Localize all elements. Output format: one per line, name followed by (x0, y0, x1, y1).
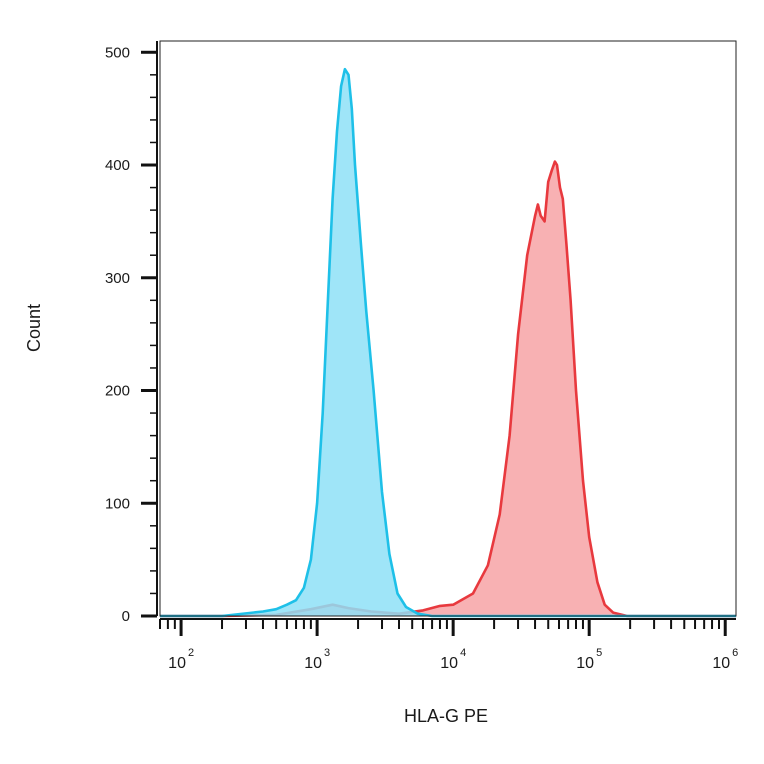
x-tick-label: 10 (168, 655, 186, 672)
x-tick-exponent: 6 (732, 647, 738, 659)
x-tick-exponent: 4 (460, 647, 466, 659)
series-1-line (160, 67, 736, 618)
x-tick-label: 10 (712, 655, 730, 672)
y-tick-label: 500 (105, 44, 130, 61)
x-tick-exponent: 5 (596, 647, 602, 659)
plot-frame (159, 40, 737, 617)
x-tick-label: 10 (576, 655, 594, 672)
y-tick-label: 100 (105, 495, 130, 512)
series-1-area (160, 69, 736, 616)
series-layer (160, 67, 736, 618)
y-tick-label: 0 (122, 608, 130, 625)
y-axis-label: Count (24, 304, 44, 352)
y-tick-label: 400 (105, 157, 130, 174)
x-tick-label: 10 (440, 655, 458, 672)
x-tick-exponent: 3 (324, 647, 330, 659)
x-tick-label: 10 (304, 655, 322, 672)
y-tick-label: 200 (105, 383, 130, 400)
series-0-line (160, 160, 736, 618)
x-tick-exponent: 2 (188, 647, 194, 659)
y-tick-label: 300 (105, 270, 130, 287)
series-0-area (160, 161, 736, 616)
x-axis-label: HLA-G PE (404, 706, 488, 726)
